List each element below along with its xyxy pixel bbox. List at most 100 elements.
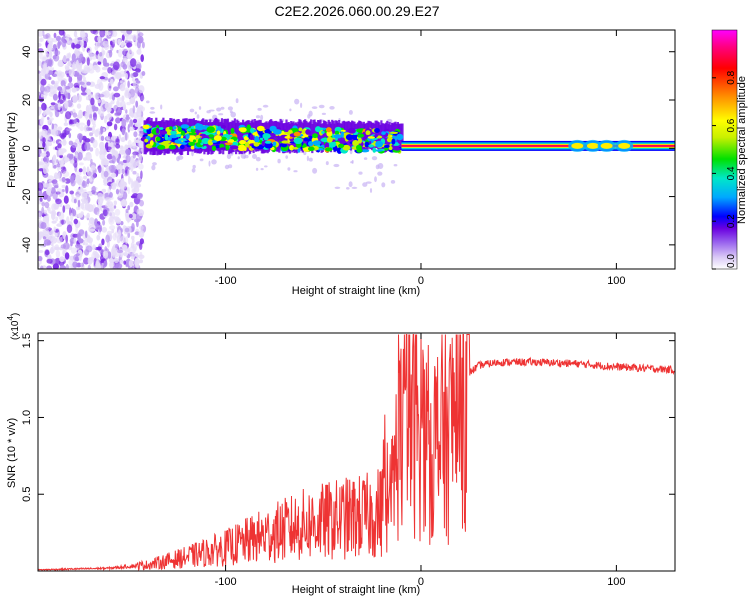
snr-x-tick-label: 100 [607,576,625,588]
noise-blob [80,92,87,96]
noise-blob [140,170,143,179]
noise-blob [111,178,115,184]
noise-blob [132,105,136,114]
halo-blob [321,112,326,115]
band-blob [301,129,306,135]
halo-blob [351,159,354,164]
noise-blob [78,109,83,119]
noise-blob [44,91,49,97]
noise-blob [134,122,140,127]
noise-blob [38,262,41,268]
band-blob [356,128,363,133]
halo-blob [218,113,224,116]
snr-x-axis-label: Height of straight line (km) [292,584,420,596]
noise-blob [57,40,61,49]
noise-blob [120,199,128,207]
band-blob [164,133,169,141]
band-blob [334,130,340,135]
noise-blob [73,118,77,124]
halo-blob [208,160,211,167]
noise-blob [61,184,67,189]
noise-blob [106,125,110,130]
band-blob [219,140,228,144]
band-blob [383,144,390,148]
noise-blob [38,124,42,130]
noise-blob [99,52,103,57]
noise-blob [75,174,81,184]
band-blob [368,144,374,148]
halo-blob [365,181,372,184]
band-blob [344,132,350,135]
noise-blob [58,211,65,221]
noise-blob [123,252,128,257]
spectrogram-x-tick-label: 0 [418,275,424,287]
snr-y-tick-label: 0.5 [21,487,33,502]
noise-blob [42,66,50,75]
noise-blob [43,209,48,215]
noise-blob [102,219,106,226]
noise-blob [96,234,101,241]
noise-blob [97,61,102,65]
noise-blob [103,157,108,164]
band-blob [237,144,246,152]
snr-scale-exponent: 4 [6,316,15,321]
band-blob [315,126,321,133]
noise-blob [42,236,47,240]
noise-blob [110,78,114,85]
band-blob [308,146,315,152]
noise-blob [110,100,115,105]
snr-scale-prefix: (x10 [10,320,21,340]
band-blob [195,135,201,139]
noise-blob [65,85,71,90]
noise-blob [75,194,80,199]
noise-blob [115,138,119,143]
noise-blob [47,175,54,181]
noise-blob [110,172,117,178]
noise-blob [133,131,138,138]
snr-series-line [38,334,675,571]
noise-blob [53,174,60,180]
noise-blob [50,105,54,110]
halo-blob [255,115,261,119]
noise-blob [91,125,95,135]
noise-blob [109,192,113,198]
halo-blob [362,182,368,187]
band-blob [175,133,182,138]
noise-blob [46,196,51,202]
halo-blob [371,156,378,161]
noise-blob [52,93,58,101]
band-blob [259,139,263,144]
noise-blob [106,121,113,127]
noise-blob [63,91,68,96]
snr-panel: -100 0 100 0.5 1.0 1.5 Height of straight lin… [6,313,676,596]
noise-blob [111,155,116,164]
noise-blob [43,62,48,69]
noise-blob [105,234,110,243]
band-blob [388,146,393,151]
noise-blob [72,261,78,268]
noise-blob [82,166,87,175]
noise-blob [83,32,88,38]
noise-blob [89,147,94,152]
noise-blob [107,67,112,74]
noise-blob [77,37,83,41]
halo-blob [191,150,194,157]
noise-blob [138,163,144,170]
noise-blob [55,216,59,222]
noise-blob [127,80,130,88]
noise-blob [121,168,126,175]
noise-blob [85,96,90,101]
noise-blob [51,123,54,130]
noise-blob [116,97,123,102]
noise-blob [74,87,80,92]
noise-blob [79,81,85,85]
noise-blob [106,230,113,236]
noise-blob [139,259,143,264]
noise-blob [86,81,91,86]
noise-blob [59,133,65,138]
noise-blob [122,63,128,70]
noise-blob [106,153,113,160]
noise-blob [58,91,61,100]
noise-blob [113,123,118,131]
noise-blob [65,34,71,39]
